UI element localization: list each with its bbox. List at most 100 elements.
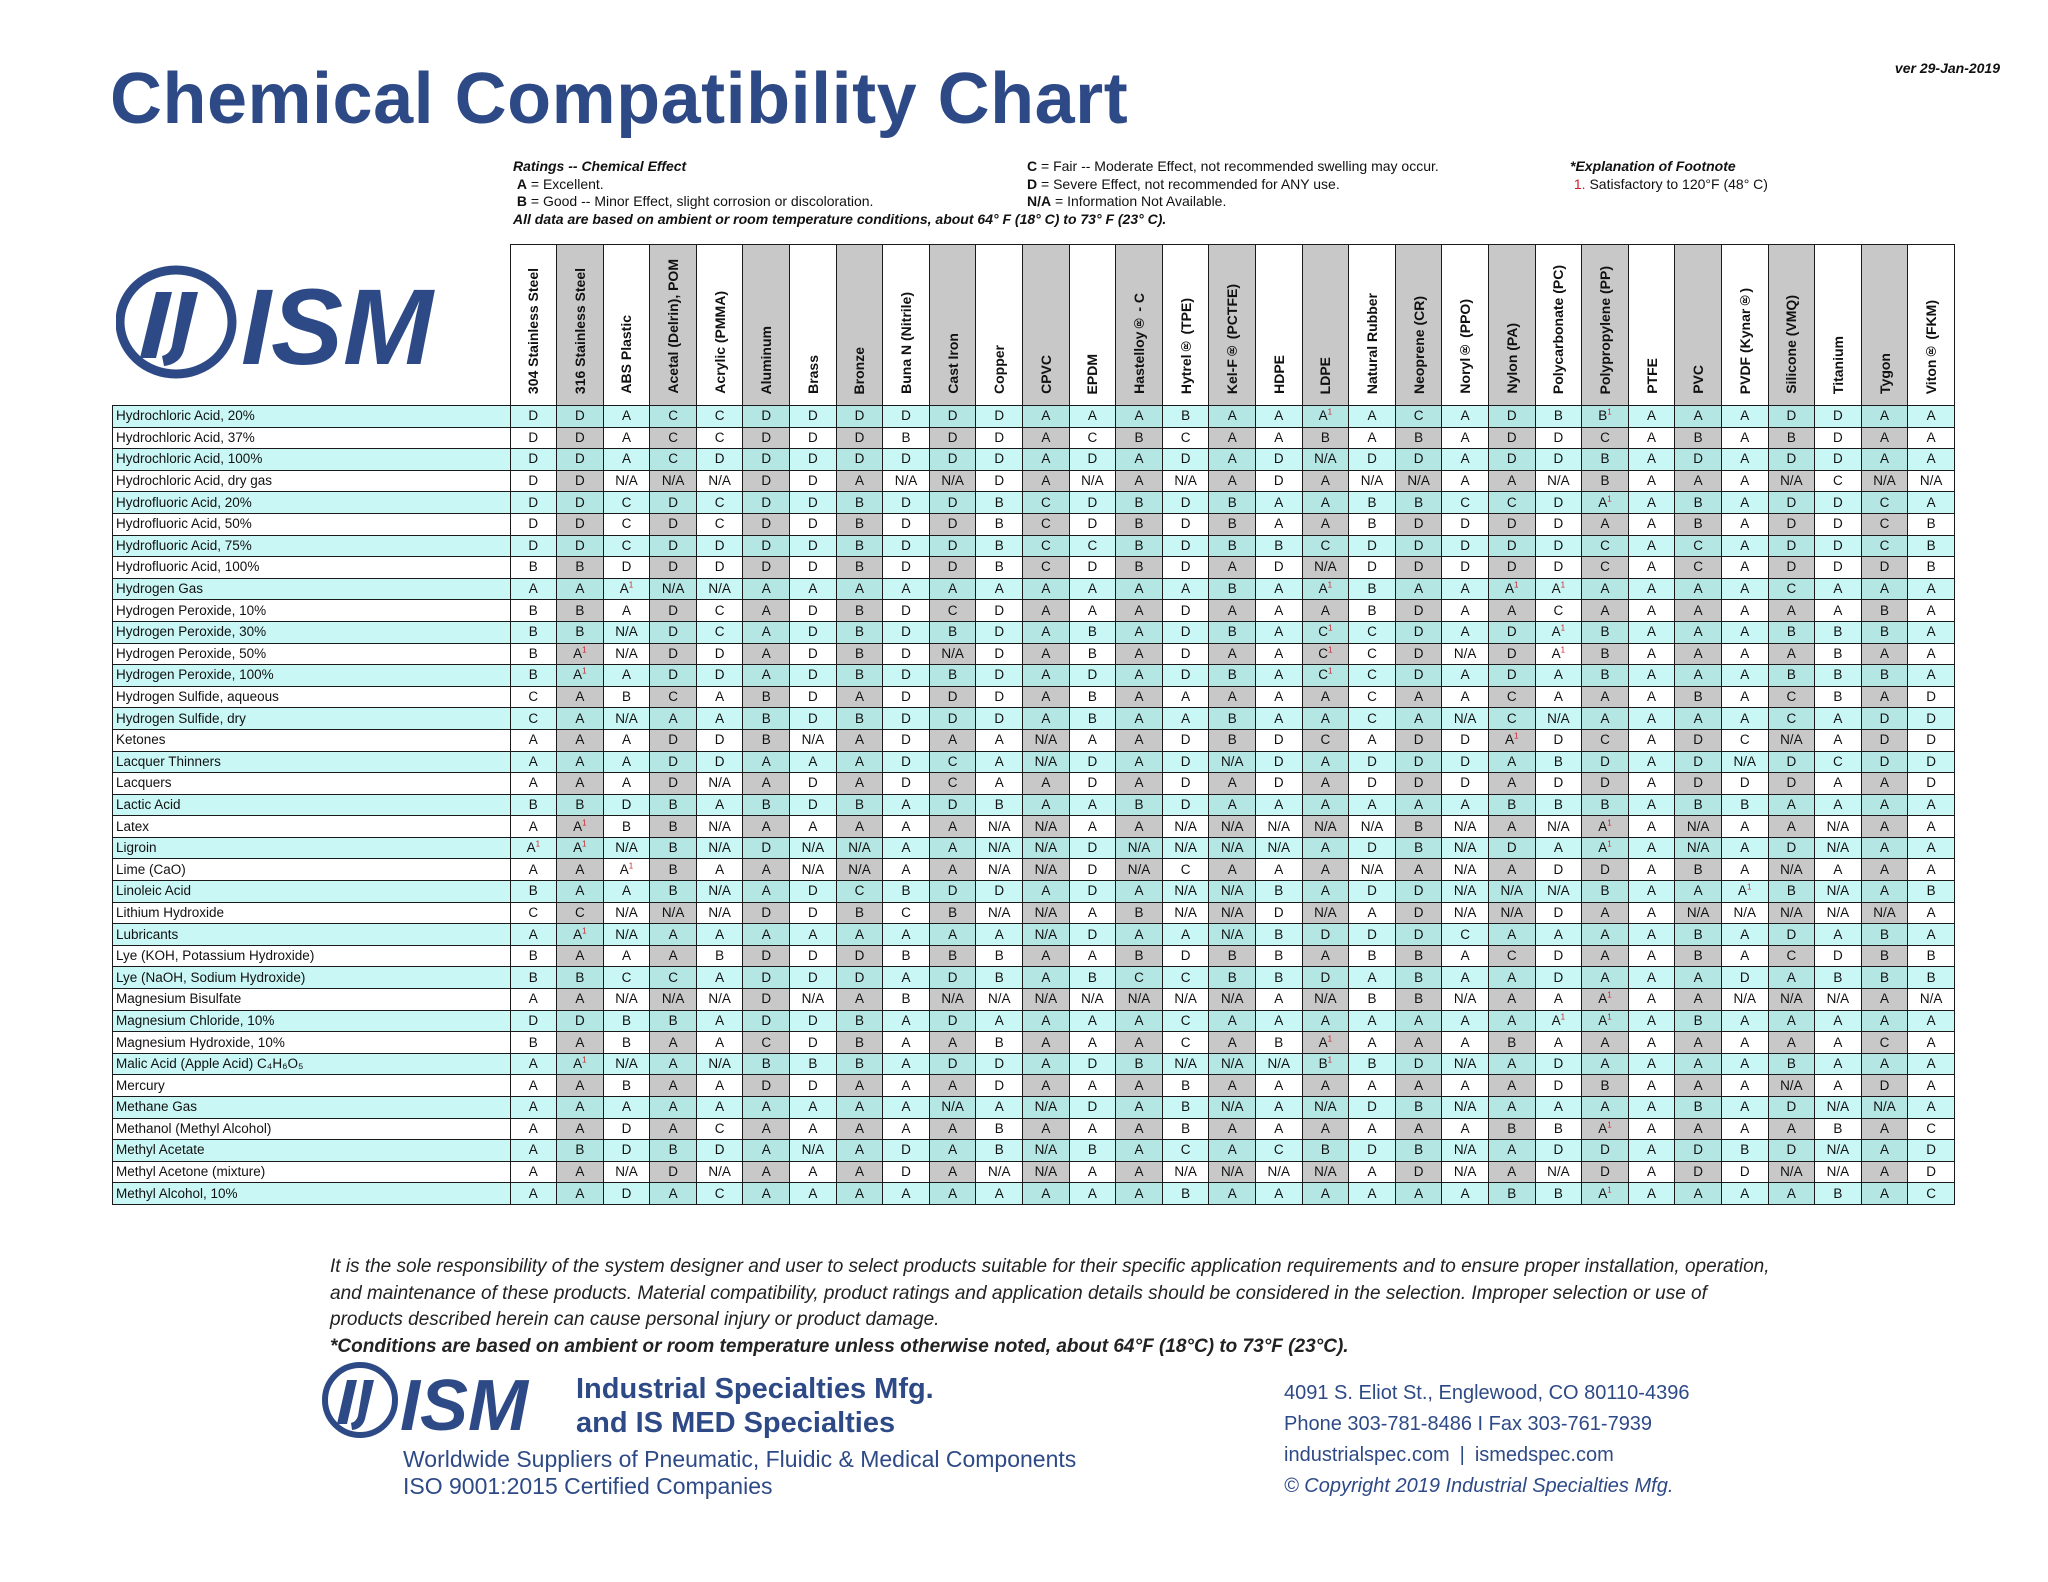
rating-cell: A xyxy=(602,772,651,795)
rating-cell: A xyxy=(1581,1052,1629,1076)
rating-cell: A xyxy=(1720,1009,1769,1033)
rating-cell: A xyxy=(556,880,604,903)
material-header: Buna N (Nitrile) xyxy=(882,244,930,406)
rating-cell: A xyxy=(509,577,558,601)
rating-cell: D xyxy=(1394,556,1443,579)
rating-cell: A xyxy=(695,685,744,709)
chemical-name: Hydrogen Peroxide, 50% xyxy=(112,642,511,666)
rating-cell: C xyxy=(1860,534,1909,558)
rating-cell: D xyxy=(1348,750,1396,774)
rating-cell: A xyxy=(835,1117,884,1141)
rating-cell: B xyxy=(975,944,1024,968)
rating-cell: N/A xyxy=(835,858,884,882)
rating-cell: A xyxy=(1255,405,1303,428)
rating-cell: N/A xyxy=(1814,1139,1862,1162)
rating-cell: D xyxy=(1487,664,1536,687)
rating-cell: B xyxy=(975,534,1024,558)
rating-cell: D xyxy=(649,620,697,644)
rating-cell: B xyxy=(835,707,884,730)
rating-cell: A xyxy=(1115,815,1163,838)
rating-cell: D xyxy=(928,426,977,450)
rating-cell: D xyxy=(1394,1052,1443,1076)
rating-cell: B xyxy=(1674,793,1722,817)
rating-cell: A xyxy=(789,577,837,601)
rating-cell: D xyxy=(1394,901,1443,925)
rating-cell: D xyxy=(556,469,604,493)
rating-cell: A xyxy=(1394,1117,1443,1141)
rating-cell: A xyxy=(928,923,977,946)
rating-cell: D xyxy=(1348,772,1396,795)
rating-cell: D xyxy=(882,1139,930,1162)
rating-cell: A xyxy=(1022,405,1070,428)
chemical-name: Hydrogen Peroxide, 30% xyxy=(112,620,511,644)
table-row: Hydrochloric Acid, 100% D D A C D D D D D D D A D A D A D… xyxy=(112,448,1955,471)
rating-cell: D xyxy=(742,944,791,968)
rating-cell: N/A xyxy=(789,858,837,882)
rating-cell: D xyxy=(695,750,744,774)
rating-cell: D xyxy=(1767,772,1816,795)
rating-cell: D xyxy=(1161,556,1210,579)
rating-cell: A xyxy=(1907,858,1955,882)
rating-cell: B xyxy=(1674,923,1722,946)
rating-cell: A1 xyxy=(556,664,604,687)
rating-cell: N/A xyxy=(1208,1096,1256,1119)
rating-cell: D xyxy=(1394,772,1443,795)
rating-cell: N/A xyxy=(602,469,651,493)
rating-cell: A xyxy=(1115,685,1163,709)
rating-cell: D xyxy=(882,707,930,730)
chemical-name: Lactic Acid xyxy=(112,793,511,817)
rating-cell: N/A xyxy=(1115,858,1163,882)
rating-cell: A xyxy=(742,772,791,795)
rating-cell: A xyxy=(1161,685,1210,709)
rating-cell: D xyxy=(1860,750,1909,774)
rating-cell: B xyxy=(1907,966,1955,990)
rating-cell: B xyxy=(1814,642,1862,666)
rating-cell: A xyxy=(1581,901,1629,925)
chemical-name: Lithium Hydroxide xyxy=(112,901,511,925)
rating-cell: C xyxy=(1767,577,1816,601)
rating-cell: A xyxy=(1627,469,1676,493)
rating-cell: A xyxy=(1720,577,1769,601)
rating-cell: A xyxy=(1814,923,1862,946)
rating-cell: A xyxy=(1022,1074,1070,1097)
rating-cell: A xyxy=(1674,405,1722,428)
rating-cell: D xyxy=(1487,512,1536,536)
rating-cell: A xyxy=(1860,642,1909,666)
website-link-ismed[interactable]: ismedspec.com xyxy=(1474,1444,1614,1466)
rating-cell: B xyxy=(556,620,604,644)
rating-cell: A xyxy=(1394,793,1443,817)
rating-cell: A xyxy=(1627,815,1676,838)
rating-cell: N/A xyxy=(1814,836,1862,860)
rating-cell: N/A xyxy=(789,988,837,1011)
rating-cell: A xyxy=(695,707,744,730)
rating-cell: D xyxy=(928,556,977,579)
rating-cell: N/A xyxy=(1767,988,1816,1011)
rating-cell: A xyxy=(1161,923,1210,946)
rating-cell: A xyxy=(509,988,558,1011)
rating-cell: A xyxy=(1627,448,1676,471)
rating-cell: A1 xyxy=(1301,577,1350,601)
rating-cell: A xyxy=(1208,1031,1256,1054)
rating-cell: A xyxy=(1627,1117,1676,1141)
company-line-2: and IS MED Specialties xyxy=(576,1407,896,1439)
rating-cell: N/A xyxy=(789,1139,837,1162)
rating-cell: A xyxy=(1534,1096,1583,1119)
rating-cell: B xyxy=(742,728,791,752)
footnote-marker: 1 xyxy=(1328,666,1333,676)
website-link-ism[interactable]: industrialspec.com xyxy=(1284,1444,1450,1466)
rating-cell: N/A xyxy=(1814,815,1862,838)
rating-cell: A xyxy=(1814,599,1862,622)
rating-cell: A1 xyxy=(1581,491,1629,514)
rating-cell: C xyxy=(695,426,744,450)
rating-cell: B xyxy=(602,815,651,838)
rating-cell: A xyxy=(1115,642,1163,666)
rating-cell: A xyxy=(882,966,930,990)
rating-cell: C xyxy=(1441,491,1489,514)
rating-cell: D xyxy=(649,512,697,536)
rating-cell: D xyxy=(742,405,791,428)
material-header: Polypropylene (PP) xyxy=(1581,244,1629,406)
rating-cell: A xyxy=(1441,426,1489,450)
rating-cell: D xyxy=(695,1139,744,1162)
rating-cell: C xyxy=(1581,728,1629,752)
rating-cell: D xyxy=(1068,836,1117,860)
